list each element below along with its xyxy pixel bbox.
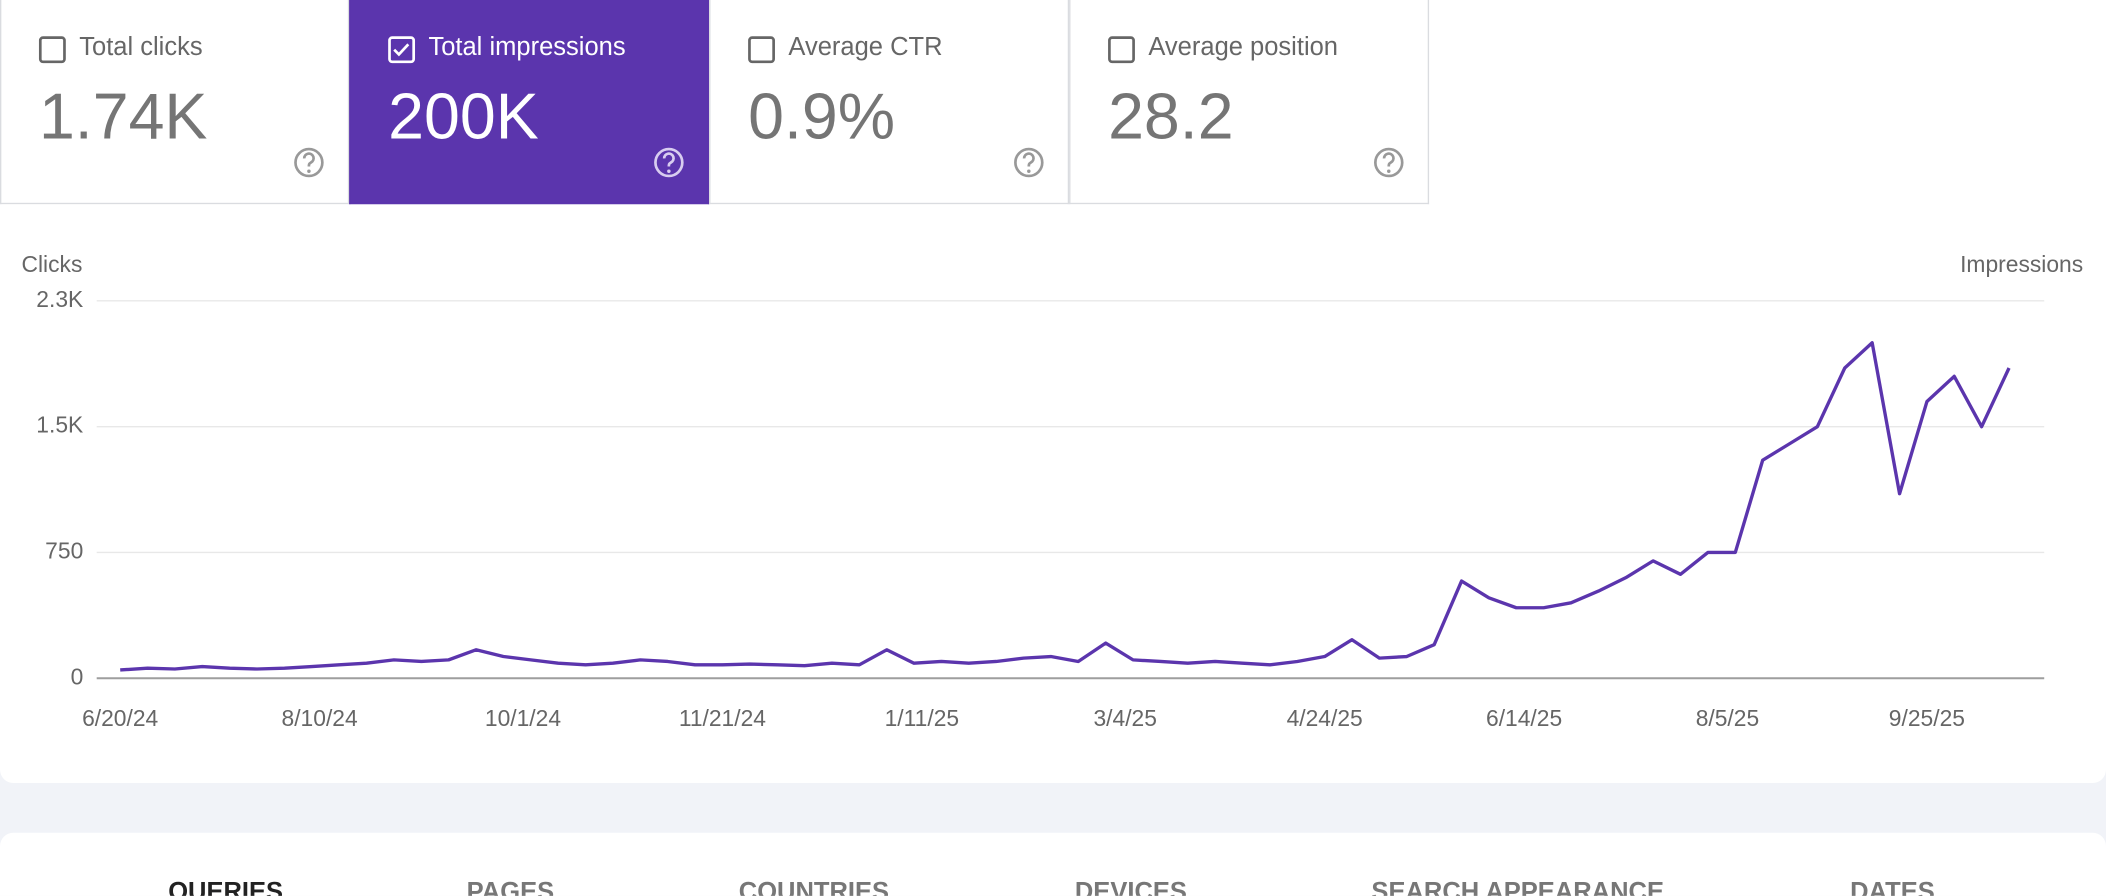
- help-dot: [1387, 169, 1391, 173]
- card-icons: [38, 36, 324, 178]
- checkbox[interactable]: [388, 36, 416, 64]
- metric-label: Average CTR: [788, 33, 943, 62]
- tab[interactable]: QUERIES: [168, 878, 284, 896]
- dimension-tabs: QUERIES PAGES COUNTRIES DEVICES SEARCH APPEA…: [0, 832, 2106, 896]
- metric-value: 28.2: [1108, 81, 1234, 154]
- checkbox[interactable]: [748, 36, 775, 64]
- y-tick-label: 1.5K: [36, 412, 83, 438]
- help-dot: [1027, 169, 1031, 173]
- performance-panel: Total clicks 1.74K Total impressions 200K Av…: [0, 0, 2106, 784]
- help-icon[interactable]: [654, 147, 684, 178]
- help-glyph: [1382, 152, 1395, 167]
- tab[interactable]: PAGES: [466, 878, 555, 896]
- x-tick-label: 10/1/24: [485, 705, 561, 731]
- metric-value: 0.9%: [748, 81, 896, 154]
- x-tick-label: 6/14/25: [1486, 705, 1562, 731]
- help-glyph: [302, 152, 315, 167]
- metric-value: 1.74K: [38, 81, 208, 154]
- x-tick-label: 6/20/24: [82, 705, 158, 731]
- tab[interactable]: COUNTRIES: [738, 878, 890, 896]
- help-dot: [667, 169, 671, 173]
- card-icons: [1108, 36, 1404, 178]
- x-tick-label: 11/21/24: [679, 705, 766, 731]
- help-icon[interactable]: [1014, 147, 1044, 178]
- y-tick-label: 0: [71, 663, 84, 689]
- checkbox[interactable]: [38, 36, 66, 64]
- metric-card[interactable]: Average CTR 0.9%: [709, 0, 1070, 205]
- y-axis-label: Clicks: [21, 251, 82, 277]
- card-icons: [388, 36, 684, 178]
- y2-axis-label: Impressions: [1960, 251, 2083, 277]
- impressions-line: [120, 341, 2011, 672]
- y-tick-label: 750: [45, 537, 83, 563]
- help-icon[interactable]: [294, 147, 324, 178]
- x-tick-label: 9/25/25: [1889, 705, 1965, 731]
- metric-card[interactable]: Total clicks 1.74K: [0, 0, 350, 205]
- x-tick-label: 1/11/25: [885, 705, 959, 731]
- x-tick-label: 8/10/24: [282, 705, 358, 731]
- help-glyph: [1022, 152, 1035, 167]
- card-icons: [748, 36, 1044, 178]
- metric-label: Average position: [1148, 33, 1339, 62]
- tab[interactable]: DATES: [1850, 878, 1935, 896]
- metric-label: Total clicks: [79, 33, 203, 62]
- metric-label: Total impressions: [428, 33, 626, 62]
- help-glyph: [662, 152, 675, 167]
- tab[interactable]: SEARCH APPEARANCE: [1371, 878, 1665, 896]
- checkmark: [393, 43, 410, 57]
- metric-card[interactable]: Average position 28.2: [1069, 0, 1430, 205]
- x-tick-label: 3/4/25: [1093, 705, 1156, 731]
- y-tick-label: 2.3K: [36, 286, 83, 312]
- metric-value: 200K: [388, 81, 539, 154]
- tab[interactable]: DEVICES: [1074, 878, 1187, 896]
- help-icon[interactable]: [1374, 147, 1404, 178]
- metric-card[interactable]: Total impressions 200K: [349, 0, 710, 205]
- help-dot: [307, 169, 311, 173]
- checkbox[interactable]: [1108, 36, 1135, 64]
- x-tick-label: 8/5/25: [1696, 705, 1759, 731]
- x-tick-label: 4/24/25: [1287, 705, 1363, 731]
- chart: Clicks Impressions 0 750 1.5K 2.3K 6/20/24 8/…: [21, 251, 2083, 731]
